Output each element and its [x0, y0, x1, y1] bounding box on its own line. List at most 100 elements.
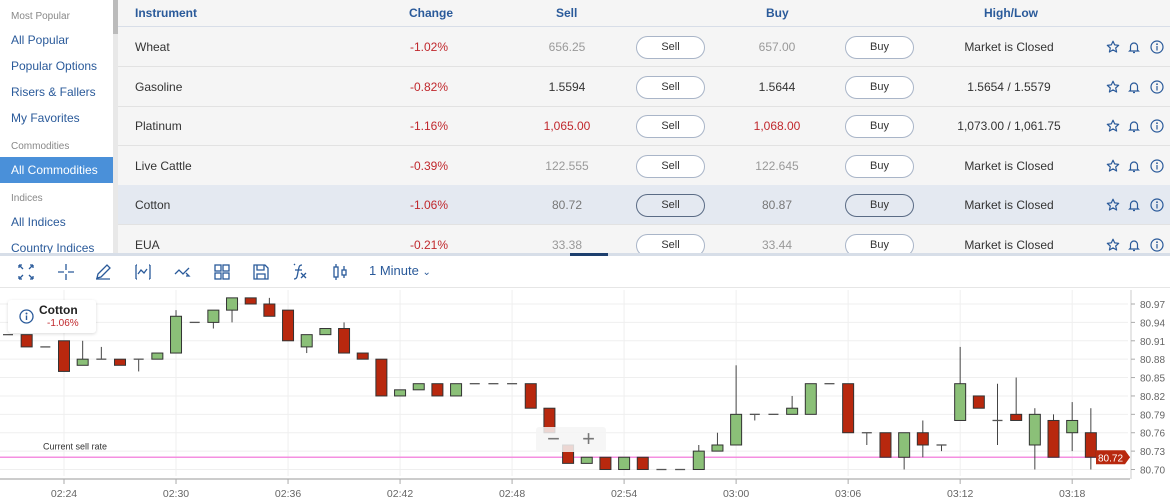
y-tick-label: 80.79 — [1140, 410, 1165, 421]
sell-button[interactable]: Sell — [636, 233, 705, 253]
buy-button[interactable]: Buy — [845, 115, 914, 138]
sidebar-scrollbar-thumb[interactable] — [113, 0, 118, 34]
table-row[interactable]: Live Cattle -0.39% 122.555 Sell 122.645 … — [118, 146, 1170, 186]
sidebar-item-popular-options[interactable]: Popular Options — [11, 59, 98, 73]
candle-up — [786, 407, 799, 415]
indicator-icon[interactable] — [133, 262, 153, 282]
table-row[interactable]: Wheat -1.02% 656.25 Sell 657.00 Buy Mark… — [118, 27, 1170, 67]
alert-bell-icon[interactable] — [1127, 119, 1141, 133]
sidebar-item-all-popular[interactable]: All Popular — [11, 33, 70, 47]
alert-bell-icon[interactable] — [1127, 198, 1141, 212]
buy-price: 1.5644 — [758, 79, 796, 94]
instrument-name[interactable]: Wheat — [135, 40, 170, 54]
save-icon[interactable] — [251, 262, 271, 282]
alert-bell-icon[interactable] — [1127, 238, 1141, 252]
fullscreen-icon[interactable] — [16, 262, 36, 282]
zoom-out-button[interactable]: − — [547, 426, 560, 451]
candle-down — [879, 432, 892, 458]
candlestick-chart[interactable]: 80.97 80.94 80.91 80.88 80.85 80.82 80.79 80.76… — [0, 290, 1170, 501]
zoom-in-button[interactable]: + — [582, 426, 595, 451]
x-tick-label: 02:48 — [499, 488, 525, 500]
interval-dropdown[interactable]: 1 Minute ⌄ — [369, 263, 431, 278]
info-icon[interactable] — [1150, 79, 1164, 94]
buy-button[interactable]: Buy — [845, 154, 914, 178]
sidebar-item-my-favorites[interactable]: My Favorites — [11, 111, 80, 125]
info-icon[interactable] — [1150, 158, 1164, 173]
table-row[interactable]: EUA -0.21% 33.38 Sell 33.44 Buy Market i… — [118, 225, 1170, 253]
sell-button[interactable]: Sell — [636, 75, 705, 99]
sidebar-item-risers-fallers[interactable]: Risers & Fallers — [11, 85, 96, 99]
candle-up — [692, 450, 705, 471]
chart-toolbar: 1 Minute ⌄ — [0, 256, 1170, 288]
high-low-value: Market is Closed — [964, 237, 1054, 252]
instrument-name[interactable]: Live Cattle — [135, 158, 192, 173]
instrument-name[interactable]: EUA — [135, 237, 160, 252]
alert-bell-icon[interactable] — [1127, 159, 1141, 173]
sidebar-item-country-indices[interactable]: Country Indices — [11, 241, 95, 253]
layout-icon[interactable] — [212, 262, 232, 282]
candle-down — [263, 303, 276, 317]
table-row[interactable]: Platinum -1.16% 1,065.00 Sell 1,068.00 B… — [118, 106, 1170, 146]
sidebar-item-all-commodities[interactable]: All Commodities — [0, 157, 113, 183]
function-icon[interactable] — [290, 262, 310, 282]
buy-price: 122.645 — [755, 158, 799, 173]
candle-up — [207, 309, 220, 323]
sell-button[interactable]: Sell — [636, 154, 705, 178]
instrument-name[interactable]: Gasoline — [135, 79, 183, 94]
alert-bell-icon[interactable] — [1127, 40, 1141, 54]
candle-up — [711, 444, 724, 452]
column-header-change[interactable]: Change — [409, 6, 454, 20]
favorite-star-icon[interactable] — [1106, 159, 1120, 173]
column-header-buy[interactable]: Buy — [766, 6, 789, 20]
column-header-instrument[interactable]: Instrument — [135, 6, 198, 20]
candle-up — [76, 358, 89, 366]
favorite-star-icon[interactable] — [1106, 119, 1120, 133]
info-icon[interactable] — [19, 309, 34, 324]
buy-button[interactable]: Buy — [845, 233, 914, 253]
trend-icon[interactable] — [173, 262, 193, 282]
candlestick-icon[interactable] — [330, 262, 350, 282]
candle-up — [450, 383, 463, 397]
table-row[interactable]: Gasoline -0.82% 1.5594 Sell 1.5644 Buy 1… — [118, 67, 1170, 107]
instrument-name[interactable]: Cotton — [135, 198, 171, 212]
panel-resize-handle[interactable] — [570, 253, 608, 256]
alert-bell-icon[interactable] — [1127, 80, 1141, 94]
high-low-value: Market is Closed — [964, 40, 1054, 54]
candle-up — [394, 389, 407, 397]
sell-button[interactable]: Sell — [636, 36, 705, 59]
x-tick-label: 02:24 — [51, 488, 77, 500]
draw-icon[interactable] — [93, 262, 113, 282]
favorite-star-icon[interactable] — [1106, 238, 1120, 252]
x-tick-label: 03:12 — [947, 488, 973, 500]
candle-down — [1010, 413, 1023, 421]
candle-up — [618, 456, 631, 471]
sell-button[interactable]: Sell — [636, 194, 705, 217]
info-icon[interactable] — [1150, 198, 1164, 212]
info-icon[interactable] — [1150, 237, 1164, 252]
info-icon[interactable] — [1150, 119, 1164, 133]
y-tick-label: 80.70 — [1140, 466, 1165, 477]
table-row[interactable]: Cotton -1.06% 80.72 Sell 80.87 Buy Marke… — [118, 185, 1170, 225]
info-icon[interactable] — [1150, 40, 1164, 54]
candle-up — [170, 315, 183, 354]
candle-down — [636, 456, 649, 471]
buy-button[interactable]: Buy — [845, 194, 914, 217]
candle-up — [580, 456, 593, 464]
x-tick-label: 02:30 — [163, 488, 189, 500]
column-header-highlow[interactable]: High/Low — [984, 6, 1038, 20]
instrument-name[interactable]: Platinum — [135, 119, 182, 133]
candle-down — [375, 358, 388, 397]
crosshair-icon[interactable] — [56, 262, 76, 282]
sidebar-item-all-indices[interactable]: All Indices — [11, 215, 66, 229]
favorite-star-icon[interactable] — [1106, 198, 1120, 212]
instrument-table: Instrument Change Sell Buy High/Low Whea… — [118, 0, 1170, 253]
buy-button[interactable]: Buy — [845, 36, 914, 59]
favorite-star-icon[interactable] — [1106, 80, 1120, 94]
change-value: -1.06% — [409, 198, 449, 212]
favorite-star-icon[interactable] — [1106, 40, 1120, 54]
buy-button[interactable]: Buy — [845, 75, 914, 99]
sidebar-section-heading: Most Popular — [11, 11, 70, 22]
sell-button[interactable]: Sell — [636, 115, 705, 138]
sidebar-scrollbar[interactable] — [113, 0, 118, 253]
column-header-sell[interactable]: Sell — [556, 6, 578, 20]
